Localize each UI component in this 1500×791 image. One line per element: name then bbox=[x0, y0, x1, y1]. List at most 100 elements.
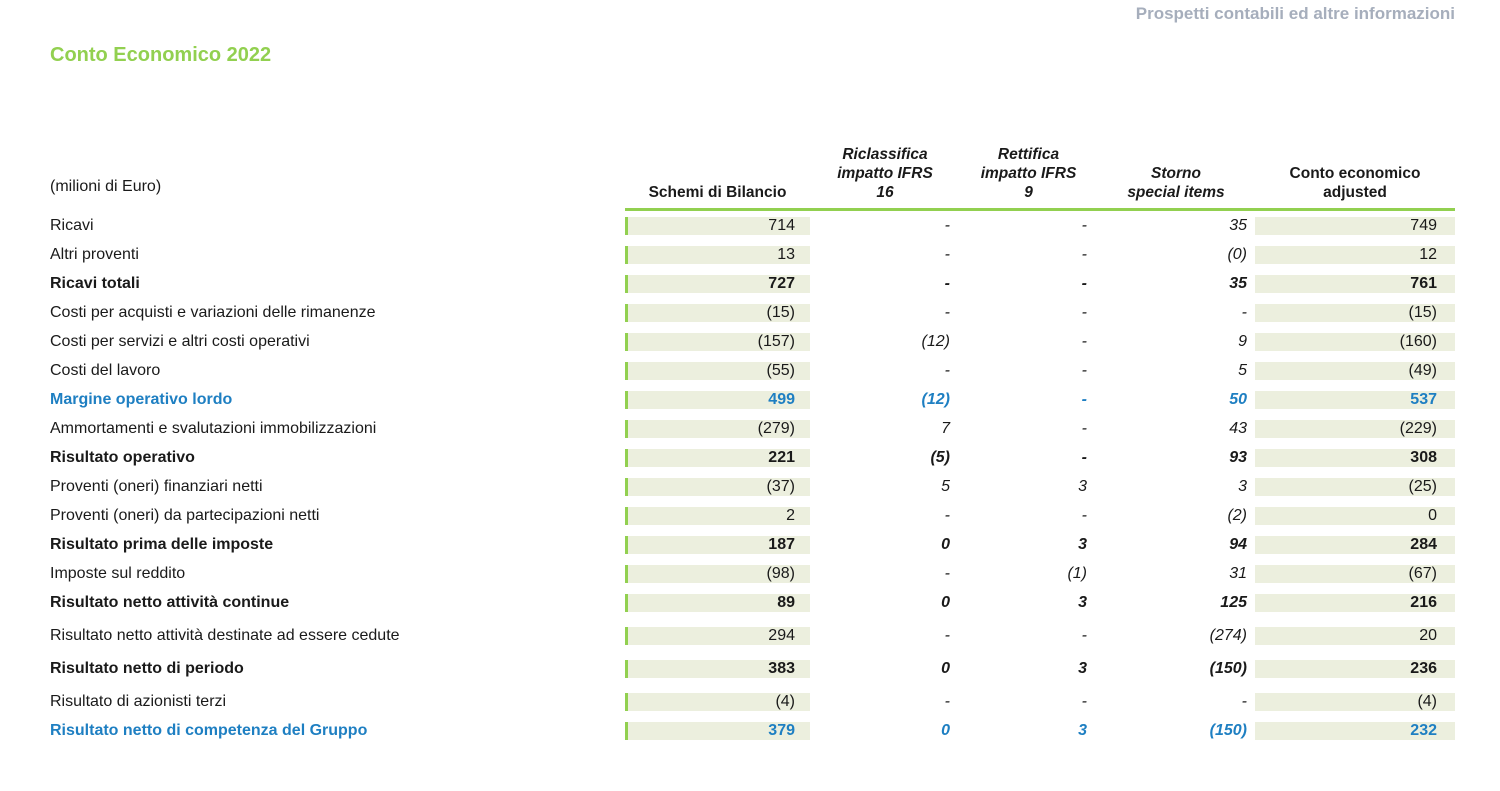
table-row: Risultato netto di competenza del Gruppo… bbox=[50, 716, 1455, 745]
table-row: Imposte sul reddito (98) - (1) 31 (67) bbox=[50, 559, 1455, 588]
page-title: Conto Economico 2022 bbox=[50, 44, 272, 66]
column-header-line: adjusted bbox=[1323, 184, 1387, 201]
cell-value: (279) bbox=[625, 419, 810, 438]
row-label: Risultato netto di periodo bbox=[50, 659, 244, 677]
cell-value: 9 bbox=[1238, 332, 1247, 350]
column-header-line: special items bbox=[1127, 184, 1225, 201]
cell-value: (0) bbox=[1227, 245, 1247, 263]
cell-value: 749 bbox=[1255, 216, 1455, 235]
cell-value: 0 bbox=[941, 659, 950, 677]
cell-value: - bbox=[944, 361, 950, 379]
cell-value: 216 bbox=[1255, 593, 1455, 612]
cell-value: 125 bbox=[1220, 593, 1247, 611]
table-header-row: (milioni di Euro) Schemi di Bilancio Ricl… bbox=[50, 140, 1455, 208]
table-row: Proventi (oneri) finanziari netti (37) 5 3 3… bbox=[50, 472, 1455, 501]
cell-value: 499 bbox=[625, 390, 810, 409]
cell-value: 0 bbox=[941, 593, 950, 611]
income-statement-table: (milioni di Euro) Schemi di Bilancio Ricl… bbox=[50, 140, 1455, 745]
row-label: Proventi (oneri) finanziari netti bbox=[50, 477, 263, 495]
cell-value: 13 bbox=[625, 245, 810, 264]
cell-value: 761 bbox=[1255, 274, 1455, 293]
table-row: Altri proventi 13 - - (0) 12 bbox=[50, 240, 1455, 269]
cell-value: 3 bbox=[1078, 721, 1087, 739]
cell-value: (229) bbox=[1255, 419, 1455, 438]
cell-value: - bbox=[1081, 626, 1087, 644]
cell-value: 0 bbox=[1255, 506, 1455, 525]
cell-value: (25) bbox=[1255, 477, 1455, 496]
cell-value: (4) bbox=[625, 692, 810, 711]
cell-value: - bbox=[944, 274, 950, 292]
row-label: Imposte sul reddito bbox=[50, 564, 186, 582]
row-label: Ricavi bbox=[50, 216, 94, 234]
column-header-line: 16 bbox=[876, 184, 894, 201]
cell-value: - bbox=[944, 692, 950, 710]
row-label: Margine operativo lordo bbox=[50, 390, 233, 408]
cell-value: (55) bbox=[625, 361, 810, 380]
row-label: Ammortamenti e svalutazioni immobilizzaz… bbox=[50, 419, 377, 437]
cell-value: 35 bbox=[1229, 216, 1247, 234]
cell-value: (15) bbox=[1255, 303, 1455, 322]
cell-value: (160) bbox=[1255, 332, 1455, 351]
cell-value: (150) bbox=[1209, 721, 1247, 739]
cell-value: (12) bbox=[921, 332, 950, 350]
cell-value: - bbox=[944, 626, 950, 644]
cell-value: (49) bbox=[1255, 361, 1455, 380]
cell-value: - bbox=[944, 303, 950, 321]
cell-value: - bbox=[1081, 216, 1087, 234]
cell-value: - bbox=[1081, 506, 1087, 524]
cell-value: 236 bbox=[1255, 659, 1455, 678]
table-row: Ammortamenti e svalutazioni immobilizzaz… bbox=[50, 414, 1455, 443]
cell-value: 308 bbox=[1255, 448, 1455, 467]
column-header-line: Riclassifica bbox=[842, 146, 928, 163]
cell-value: 3 bbox=[1238, 477, 1247, 495]
cell-value: 379 bbox=[625, 721, 810, 740]
cell-value: 94 bbox=[1229, 535, 1247, 553]
cell-value: 5 bbox=[941, 477, 950, 495]
table-row: Ricavi 714 - - 35 749 bbox=[50, 211, 1455, 240]
table-row: Proventi (oneri) da partecipazioni netti… bbox=[50, 501, 1455, 530]
cell-value: 3 bbox=[1078, 477, 1087, 495]
row-label: Costi del lavoro bbox=[50, 361, 161, 379]
cell-value: 294 bbox=[625, 626, 810, 645]
cell-value: 383 bbox=[625, 659, 810, 678]
table-row: Costi del lavoro (55) - - 5 (49) bbox=[50, 356, 1455, 385]
column-header-line: impatto IFRS bbox=[837, 165, 933, 182]
column-header-2: Riclassifica impatto IFRS 16 bbox=[810, 140, 960, 208]
cell-value: (15) bbox=[625, 303, 810, 322]
column-header-4: Storno special items bbox=[1097, 140, 1255, 208]
column-header-1: Schemi di Bilancio bbox=[625, 140, 810, 208]
cell-value: - bbox=[1081, 332, 1087, 350]
cell-value: 3 bbox=[1078, 593, 1087, 611]
cell-value: (1) bbox=[1067, 564, 1087, 582]
cell-value: 284 bbox=[1255, 535, 1455, 554]
row-label: Ricavi totali bbox=[50, 274, 140, 292]
cell-value: 727 bbox=[625, 274, 810, 293]
table-row: Risultato prima delle imposte 187 0 3 94 284 bbox=[50, 530, 1455, 559]
table-top-rule bbox=[625, 208, 1455, 211]
cell-value: 3 bbox=[1078, 659, 1087, 677]
cell-value: 714 bbox=[625, 216, 810, 235]
row-label: Risultato operativo bbox=[50, 448, 195, 466]
cell-value: 2 bbox=[625, 506, 810, 525]
cell-value: (157) bbox=[625, 332, 810, 351]
table-body: Ricavi 714- -35 749 Altri proventi 13- - (0) 12 R… bbox=[50, 211, 1455, 745]
cell-value: - bbox=[1081, 448, 1087, 466]
cell-value: - bbox=[1241, 692, 1247, 710]
table-row: Risultato netto di periodo 383 0 3 (150) 236 bbox=[50, 650, 1455, 683]
table-row: Risultato operativo 221 (5) - 93 308 bbox=[50, 443, 1455, 472]
cell-value: 89 bbox=[625, 593, 810, 612]
cell-value: - bbox=[944, 564, 950, 582]
row-label: Costi per acquisti e variazioni delle ri… bbox=[50, 303, 376, 321]
row-label: Risultato netto attività destinate ad es… bbox=[50, 626, 400, 644]
cell-value: (2) bbox=[1227, 506, 1247, 524]
column-header-line: Schemi di Bilancio bbox=[648, 184, 787, 201]
cell-value: (12) bbox=[921, 390, 950, 408]
cell-value: (37) bbox=[625, 477, 810, 496]
cell-value: 5 bbox=[1238, 361, 1247, 379]
row-label: Costi per servizi e altri costi operativ… bbox=[50, 332, 310, 350]
cell-value: (4) bbox=[1255, 692, 1455, 711]
cell-value: 0 bbox=[941, 535, 950, 553]
cell-value: 7 bbox=[941, 419, 950, 437]
cell-value: - bbox=[944, 506, 950, 524]
